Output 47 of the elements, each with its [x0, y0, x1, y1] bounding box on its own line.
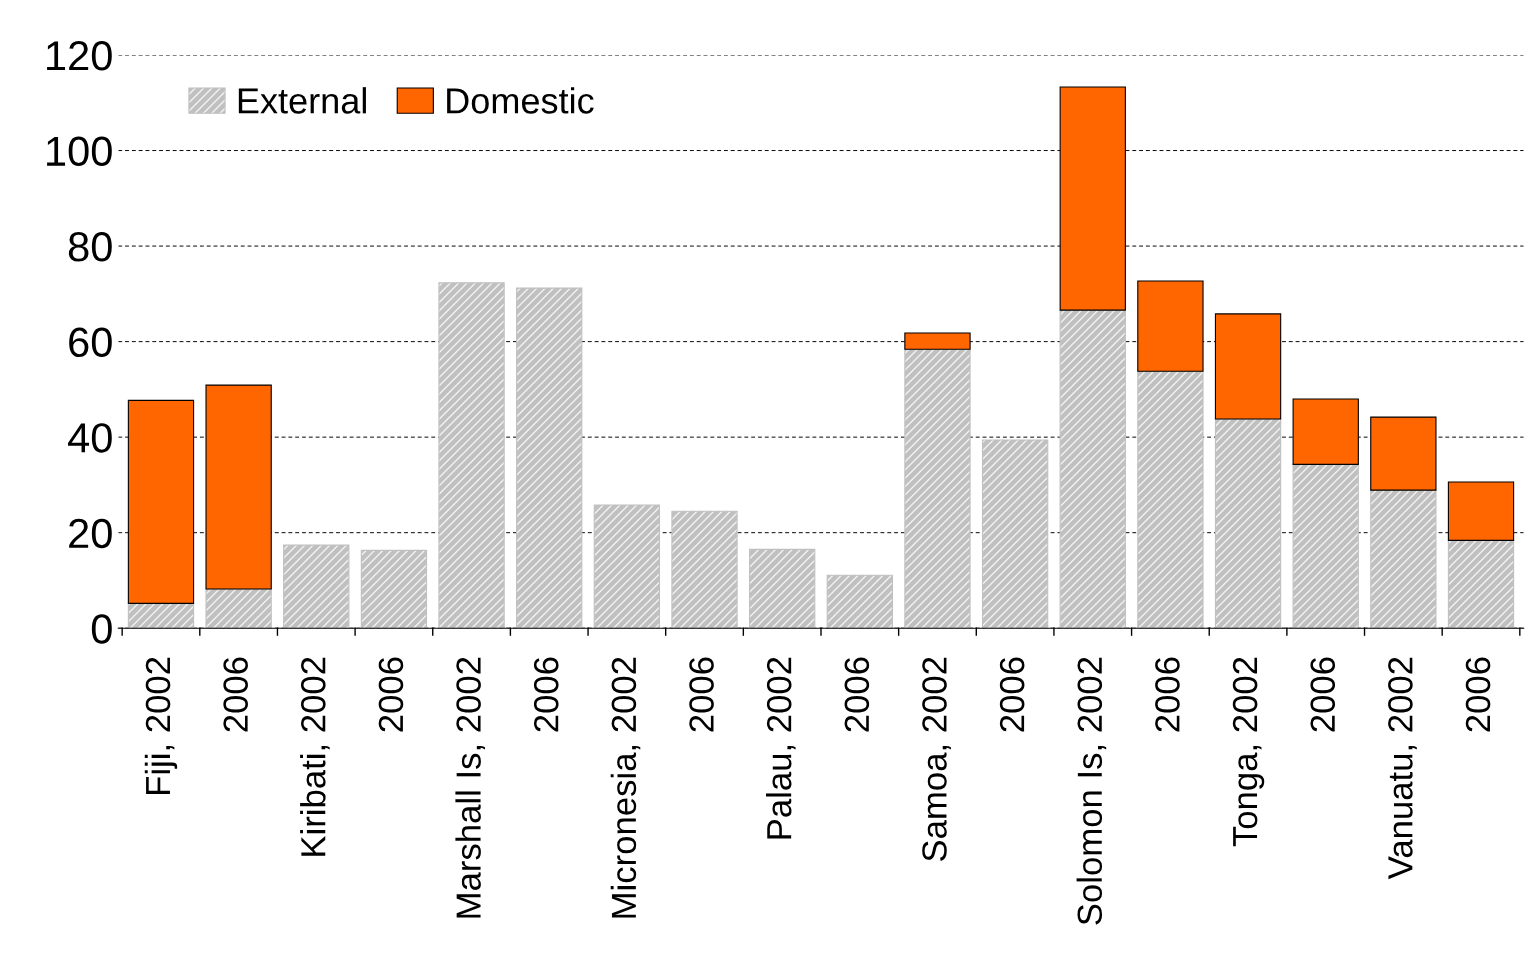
- x-tick-label: 2006: [689, 657, 714, 732]
- x-tick-label: 2006: [378, 657, 404, 732]
- x-tick-label: Kiribati, 2002: [300, 657, 330, 856]
- bar: [1292, 463, 1359, 629]
- bar: [1059, 86, 1126, 311]
- x-tick-label: Marshall Is, 2002: [455, 657, 485, 918]
- bar: [1137, 280, 1204, 372]
- x-tick-label: Vanuatu, 2002: [1388, 657, 1417, 880]
- y-tick-label: 0: [91, 614, 112, 644]
- y-tick-label: 80: [68, 232, 112, 262]
- bar: [1137, 370, 1204, 629]
- x-tick-label: 2006: [223, 657, 248, 732]
- bar: [749, 548, 816, 629]
- bar: [593, 504, 661, 629]
- x-tick-label: Micronesia, 2002: [610, 657, 641, 918]
- x-tick-label: 2006: [1155, 657, 1180, 732]
- y-tick-label: 40: [68, 423, 112, 453]
- bar: [516, 287, 583, 629]
- x-tick-label: Tonga, 2002: [1232, 657, 1265, 847]
- legend-label: External: [238, 87, 366, 114]
- x-tick-label: 2006: [844, 657, 870, 732]
- bar: [1214, 418, 1282, 629]
- x-tick-label: Fiji, 2002: [144, 657, 178, 795]
- y-tick-label: 100: [47, 136, 112, 167]
- bar: [981, 439, 1049, 629]
- legend-label: Domestic: [447, 87, 594, 114]
- x-tick-label: 2006: [1465, 657, 1491, 732]
- y-tick-label: 60: [69, 327, 112, 358]
- bar: [826, 574, 893, 629]
- bar: [360, 549, 428, 629]
- bar: [127, 602, 195, 629]
- bar: [205, 588, 272, 629]
- bar: [671, 510, 738, 629]
- bar: [904, 348, 971, 629]
- x-tick-label: 2006: [533, 657, 559, 732]
- bar: [283, 544, 350, 629]
- y-tick-label: 20: [69, 518, 112, 549]
- x-tick-label: Palau, 2002: [765, 657, 796, 839]
- x-tick-label: 2006: [999, 657, 1025, 732]
- x-tick-label: Samoa, 2002: [922, 657, 951, 861]
- bar: [1370, 489, 1437, 629]
- bar: [1447, 539, 1515, 629]
- bar: [438, 282, 505, 629]
- x-tick-label: Solomon Is, 2002: [1076, 657, 1107, 925]
- bar: [1059, 309, 1126, 629]
- y-tick-label: 120: [47, 41, 112, 71]
- x-tick-label: 2006: [1310, 657, 1336, 732]
